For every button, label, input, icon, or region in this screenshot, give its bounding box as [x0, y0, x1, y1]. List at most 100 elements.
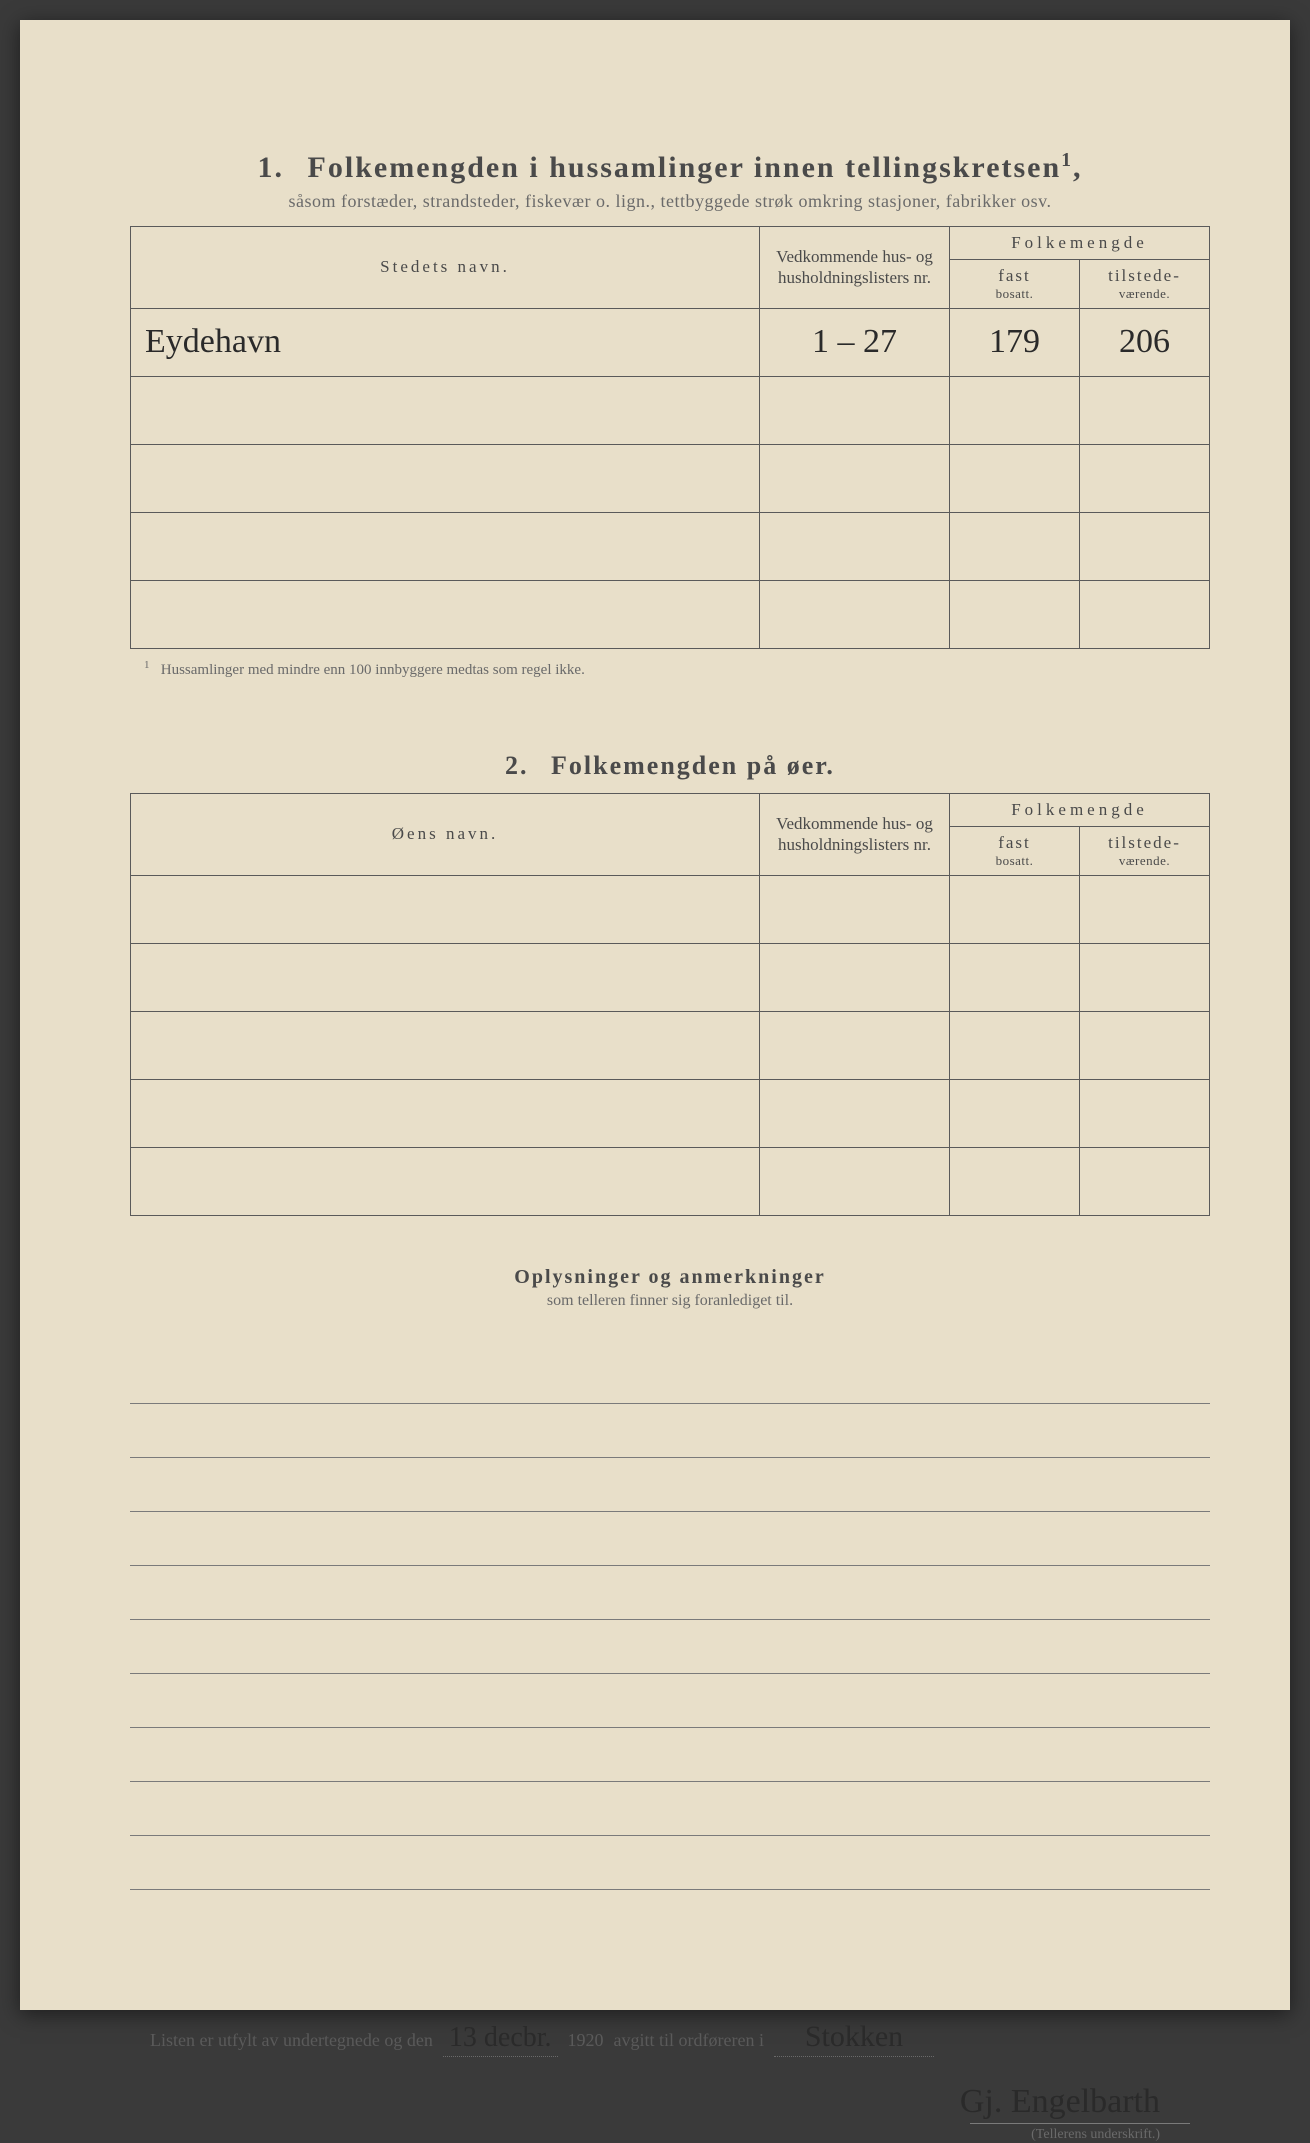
cell-lists	[760, 580, 950, 648]
ruled-line	[130, 1458, 1210, 1512]
col-header-til-main: tilstede-	[1088, 266, 1201, 286]
section-2: 2. Folkemengden på øer. Øens navn. Vedko…	[130, 751, 1210, 1216]
signature-line: Listen er utfylt av undertegnede og den …	[150, 2020, 1190, 2057]
cell-name	[131, 376, 760, 444]
cell-fast	[950, 1079, 1080, 1147]
col-header-til-small: værende.	[1088, 286, 1201, 302]
col-header-til-main: tilstede-	[1088, 833, 1201, 853]
section-1-title: 1. Folkemengden i hussamlinger innen tel…	[130, 150, 1210, 185]
cell-til	[1080, 1079, 1210, 1147]
col-header-folkemengde: Folkemengde	[950, 793, 1210, 826]
table-row	[131, 1147, 1210, 1215]
table-row: Eydehavn 1 – 27 179 206	[131, 308, 1210, 376]
ruled-line	[130, 1404, 1210, 1458]
cell-name	[131, 512, 760, 580]
section-1-number: 1.	[258, 151, 285, 184]
ruled-line	[130, 1566, 1210, 1620]
cell-til	[1080, 1011, 1210, 1079]
cell-til: 206	[1080, 308, 1210, 376]
section-1-title-text: Folkemengden i hussamlinger innen tellin…	[308, 151, 1062, 184]
col-header-tilstede: tilstede- værende.	[1080, 260, 1210, 309]
cell-til	[1080, 580, 1210, 648]
cell-til	[1080, 444, 1210, 512]
table-row	[131, 444, 1210, 512]
col-header-fast: fast bosatt.	[950, 260, 1080, 309]
cell-til	[1080, 512, 1210, 580]
section-2-title-text: Folkemengden på øer.	[551, 751, 835, 780]
table-row	[131, 875, 1210, 943]
section-2-title: 2. Folkemengden på øer.	[130, 751, 1210, 781]
section-1: 1. Folkemengden i hussamlinger innen tel…	[130, 150, 1210, 679]
table-row	[131, 376, 1210, 444]
table-oer: Øens navn. Vedkommende hus- og husholdni…	[130, 793, 1210, 1216]
col-header-fast: fast bosatt.	[950, 826, 1080, 875]
cell-name	[131, 444, 760, 512]
sig-date: 13 decbr.	[443, 2022, 558, 2057]
ruled-line	[130, 1350, 1210, 1404]
cell-til	[1080, 875, 1210, 943]
table-row	[131, 943, 1210, 1011]
col-header-fast-main: fast	[958, 833, 1071, 853]
cell-fast	[950, 943, 1080, 1011]
cell-til	[1080, 376, 1210, 444]
signature-label: (Tellerens underskrift.)	[970, 2123, 1190, 2143]
col-header-til-small: værende.	[1088, 853, 1201, 869]
col-header-lists: Vedkommende hus- og husholdningslisters …	[760, 793, 950, 875]
cell-fast	[950, 580, 1080, 648]
notes-subtitle: som telleren finner sig foranlediget til…	[130, 1292, 1210, 1310]
col-header-fast-small: bosatt.	[958, 286, 1071, 302]
signature-block: Listen er utfylt av undertegnede og den …	[130, 2020, 1210, 2121]
col-header-folkemengde: Folkemengde	[950, 227, 1210, 260]
table-2-body	[131, 875, 1210, 1215]
table-hussamlinger: Stedets navn. Vedkommende hus- og hushol…	[130, 226, 1210, 649]
cell-name	[131, 875, 760, 943]
cell-name	[131, 943, 760, 1011]
cell-name: Eydehavn	[131, 308, 760, 376]
section-1-footnote: 1 Hussamlinger med mindre enn 100 innbyg…	[144, 659, 1210, 679]
document-page: 1. Folkemengden i hussamlinger innen tel…	[20, 20, 1290, 2010]
cell-fast: 179	[950, 308, 1080, 376]
cell-lists	[760, 376, 950, 444]
ruled-line	[130, 1836, 1210, 1890]
cell-name	[131, 1147, 760, 1215]
cell-lists	[760, 1147, 950, 1215]
cell-name	[131, 1011, 760, 1079]
table-row	[131, 580, 1210, 648]
footnote-sup: 1	[144, 659, 150, 671]
ruled-line	[130, 1620, 1210, 1674]
col-header-tilstede: tilstede- værende.	[1080, 826, 1210, 875]
ruled-line	[130, 1674, 1210, 1728]
cell-lists	[760, 875, 950, 943]
section-1-title-sup: 1	[1061, 150, 1073, 171]
cell-name	[131, 1079, 760, 1147]
ruled-line	[130, 1728, 1210, 1782]
cell-name	[131, 580, 760, 648]
col-header-fast-main: fast	[958, 266, 1071, 286]
col-header-fast-small: bosatt.	[958, 853, 1071, 869]
sig-place: Stokken	[774, 2020, 934, 2057]
cell-lists	[760, 1011, 950, 1079]
ruled-lines	[130, 1350, 1210, 1890]
notes-title: Oplysninger og anmerkninger	[130, 1266, 1210, 1289]
cell-fast	[950, 444, 1080, 512]
section-1-subtitle: såsom forstæder, strandsteder, fiskevær …	[130, 191, 1210, 212]
notes-section: Oplysninger og anmerkninger som telleren…	[130, 1266, 1210, 1890]
cell-fast	[950, 376, 1080, 444]
cell-lists	[760, 444, 950, 512]
cell-lists	[760, 512, 950, 580]
cell-lists	[760, 943, 950, 1011]
cell-fast	[950, 1011, 1080, 1079]
cell-til	[1080, 1147, 1210, 1215]
table-1-body: Eydehavn 1 – 27 179 206	[131, 308, 1210, 648]
cell-fast	[950, 1147, 1080, 1215]
footnote-text: Hussamlinger med mindre enn 100 innbygge…	[161, 662, 585, 678]
table-row	[131, 1079, 1210, 1147]
ruled-line	[130, 1512, 1210, 1566]
cell-lists: 1 – 27	[760, 308, 950, 376]
section-2-number: 2.	[505, 751, 529, 780]
cell-lists	[760, 1079, 950, 1147]
cell-fast	[950, 512, 1080, 580]
table-row	[131, 512, 1210, 580]
col-header-lists: Vedkommende hus- og husholdningslisters …	[760, 227, 950, 309]
cell-fast	[950, 875, 1080, 943]
